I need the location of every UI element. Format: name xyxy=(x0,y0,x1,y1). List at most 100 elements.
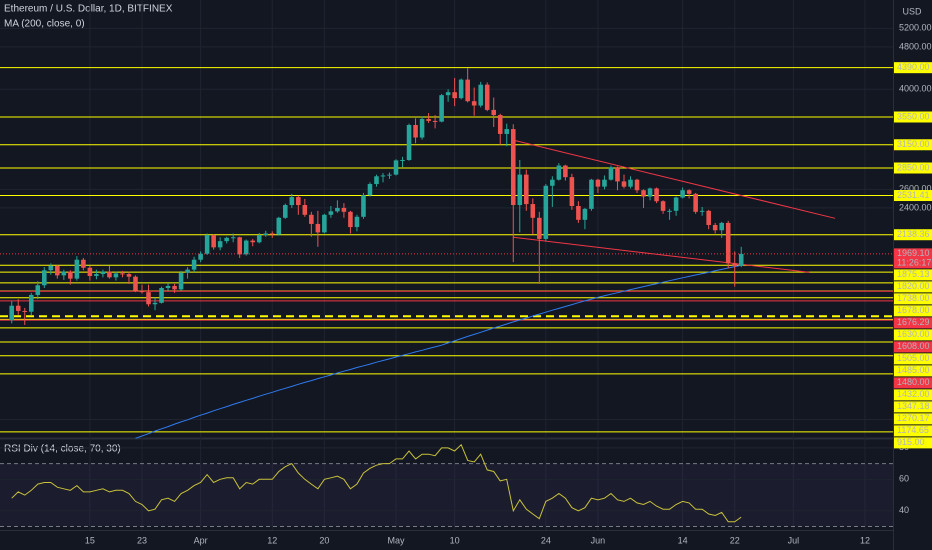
level-label: 1678.00 xyxy=(897,305,930,315)
x-tick-label: Jul xyxy=(788,535,800,545)
rsi-title: RSI Div (14, close, 70, 30) xyxy=(4,444,121,455)
price-label-box xyxy=(894,437,932,449)
candle-body xyxy=(335,207,340,212)
candle-body xyxy=(302,205,308,215)
candle-body xyxy=(393,160,399,175)
level-label: 1347.18 xyxy=(897,401,930,411)
moving-average-line xyxy=(135,264,742,439)
price-label-box xyxy=(894,229,932,241)
level-label: 915.00 xyxy=(897,437,925,447)
candle-body xyxy=(686,190,692,194)
candle-body xyxy=(315,223,321,233)
x-tick-label: 22 xyxy=(730,535,740,545)
price-label-box xyxy=(894,162,932,174)
candle-body xyxy=(497,115,503,134)
candle-body xyxy=(126,274,132,277)
candle-body xyxy=(341,207,347,212)
candle-body xyxy=(478,84,483,106)
candle-body xyxy=(380,175,386,177)
candle-body xyxy=(693,193,698,212)
candle-body xyxy=(576,205,581,220)
candle-body xyxy=(491,109,497,116)
candle-body xyxy=(543,185,549,239)
candle-body xyxy=(699,210,705,212)
candle-body xyxy=(563,165,568,178)
candle-body xyxy=(139,290,145,293)
candle-body xyxy=(61,271,67,276)
candle-body xyxy=(504,129,510,134)
candle-body xyxy=(204,235,210,254)
level-label: 2138.36 xyxy=(897,229,930,239)
chart-title: Ethereum / U.S. Dollar, 1D, BITFINEX xyxy=(4,4,173,15)
candle-body xyxy=(680,190,685,198)
currency: USD xyxy=(902,6,922,16)
candle-body xyxy=(647,188,653,197)
candle-body xyxy=(256,235,262,243)
candle-body xyxy=(198,253,203,260)
price-label-box xyxy=(894,425,932,437)
trendline xyxy=(513,139,836,219)
candle-body xyxy=(660,201,666,211)
price-label-box xyxy=(894,248,932,269)
candle-body xyxy=(237,237,242,255)
y-tick-label: 2400.00 xyxy=(899,202,932,212)
candle-body xyxy=(178,272,184,290)
last-price-label: 1969.10 xyxy=(897,248,930,258)
level-label: 2531.41 xyxy=(897,190,930,200)
level-label: 1174.65 xyxy=(897,425,929,435)
candle-body xyxy=(361,195,366,217)
candle-body xyxy=(87,267,93,277)
candle-body xyxy=(634,179,640,191)
candle-body xyxy=(406,124,412,160)
price-label-box xyxy=(894,281,932,293)
candle-body xyxy=(602,179,607,187)
candle-body xyxy=(667,210,672,212)
ma-title: MA (200, close, 0) xyxy=(4,19,85,30)
candle-body xyxy=(673,197,679,211)
price-label-box xyxy=(894,401,932,413)
x-tick-label: Apr xyxy=(194,535,208,545)
candle-body xyxy=(608,167,614,180)
candle-body xyxy=(348,211,353,228)
x-tick-label: May xyxy=(388,535,406,545)
price-label-box xyxy=(894,139,932,151)
price-label-box xyxy=(894,389,932,401)
candle-body xyxy=(35,285,41,295)
price-label-box xyxy=(894,111,932,123)
candle-body xyxy=(732,263,738,266)
price-label-box xyxy=(894,305,932,317)
candle-body xyxy=(250,240,256,243)
candle-body xyxy=(263,233,269,236)
candle-body xyxy=(419,118,425,138)
candle-body xyxy=(510,129,516,206)
candle-body xyxy=(211,235,216,248)
candle-body xyxy=(712,224,718,231)
candle-body xyxy=(217,241,223,248)
rsi-band-fill xyxy=(0,463,893,527)
candle-body xyxy=(133,276,138,291)
x-tick-label: 12 xyxy=(860,535,870,545)
price-label-box xyxy=(894,190,932,202)
candle-body xyxy=(471,101,477,106)
x-tick-label: 14 xyxy=(678,535,688,545)
candle-body xyxy=(556,165,562,180)
candle-body xyxy=(628,179,633,187)
candle-body xyxy=(367,184,373,196)
level-label: 1485.00 xyxy=(897,365,930,375)
level-label: 1432.00 xyxy=(897,389,930,399)
candle-body xyxy=(725,222,731,264)
level-label: 3550.00 xyxy=(897,111,930,121)
price-label-box xyxy=(894,317,932,329)
candle-body xyxy=(55,265,60,276)
candle-body xyxy=(432,120,438,122)
x-tick-label: 20 xyxy=(319,535,329,545)
candle-body xyxy=(28,294,34,312)
level-label: 1505.00 xyxy=(897,353,930,363)
x-tick-label: Jun xyxy=(591,535,606,545)
x-tick-label: 15 xyxy=(85,535,95,545)
candle-body xyxy=(152,302,158,305)
rsi-tick-label: 60 xyxy=(899,474,909,484)
candle-body xyxy=(621,181,627,187)
y-tick-label: 4000.00 xyxy=(899,84,932,94)
level-label: 1820.00 xyxy=(897,281,930,291)
